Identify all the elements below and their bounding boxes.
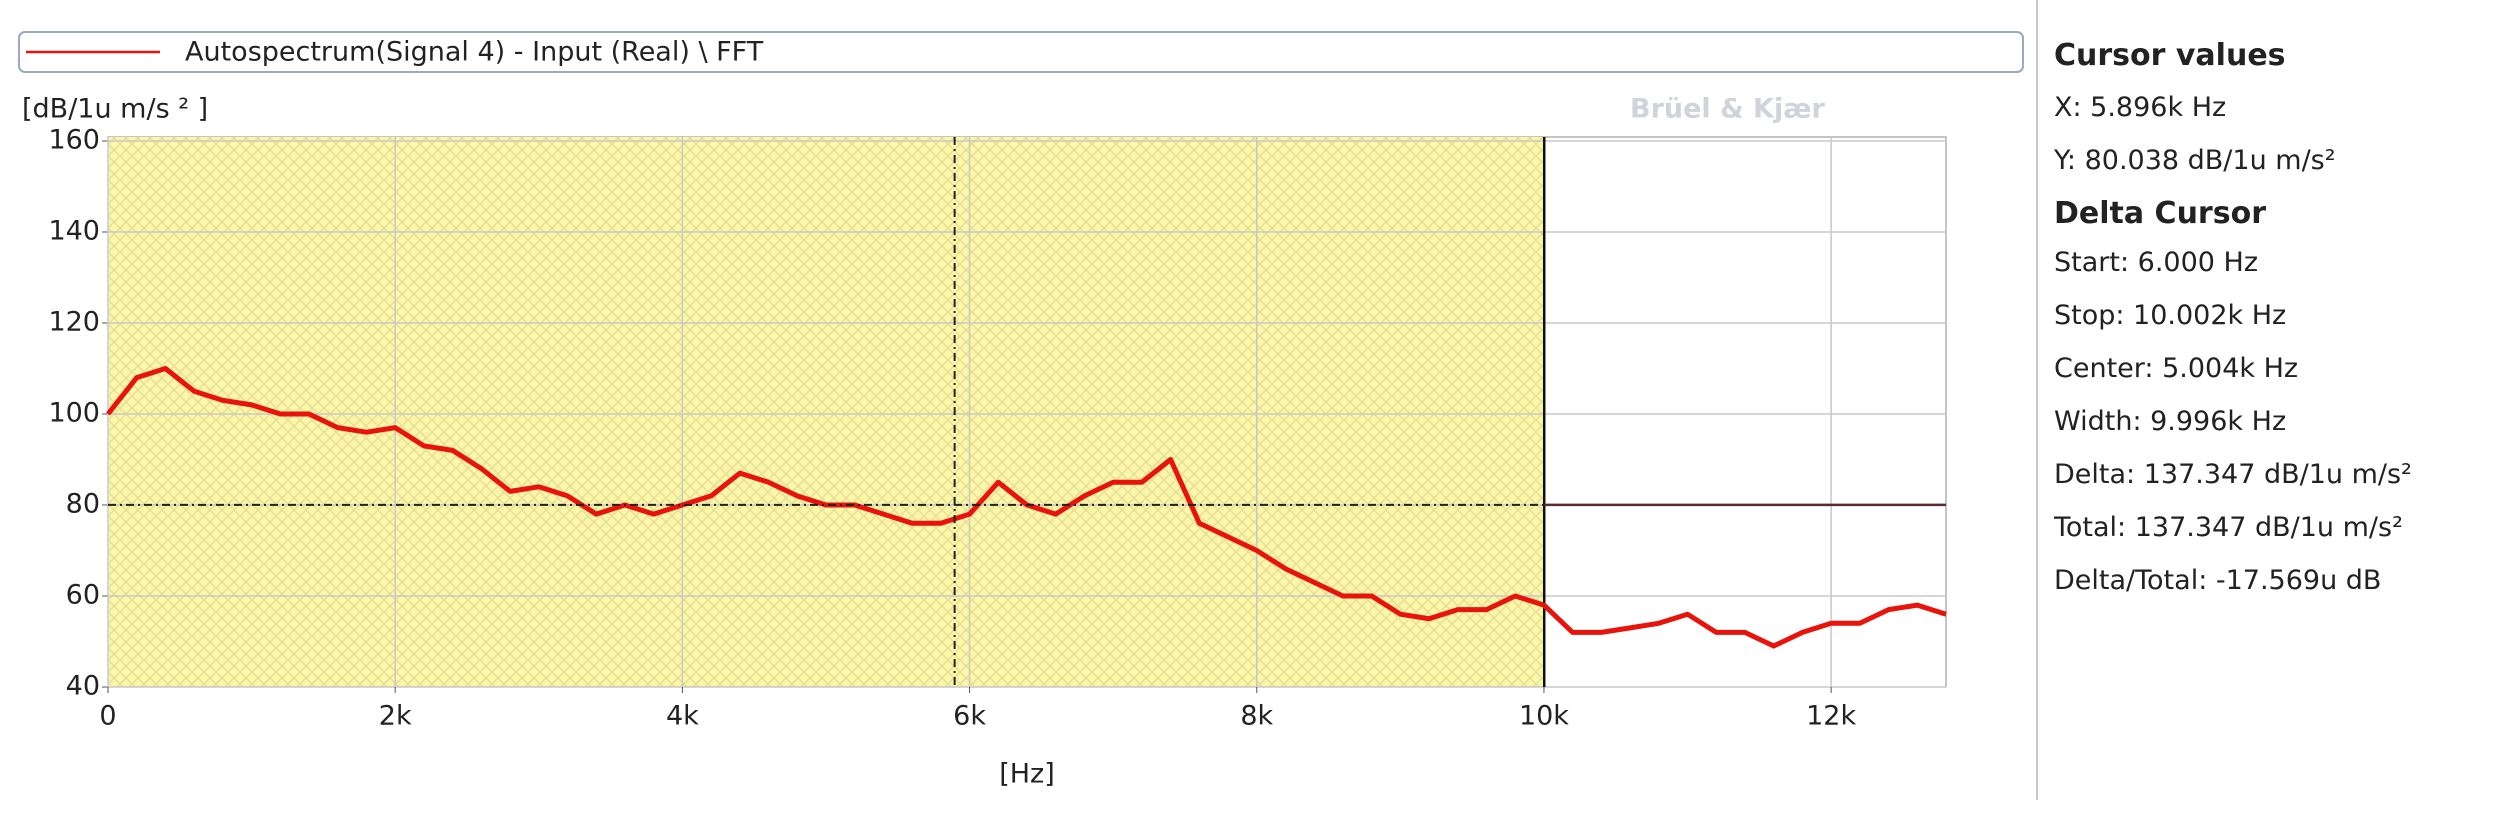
cursor-x: X: 5.896k Hz <box>2054 92 2227 123</box>
y-tick-label: 160 <box>48 125 100 156</box>
delta-title: Delta Cursor <box>2054 196 2266 231</box>
panel-line: Width: 9.996k Hz <box>2054 406 2287 437</box>
y-axis-label: [dB/1u m/s ² ] <box>22 94 208 125</box>
y-tick-label: 40 <box>66 671 100 702</box>
panel-line: Center: 5.004k Hz <box>2054 353 2299 384</box>
x-tick-label: 8k <box>1240 701 1273 732</box>
x-tick-label: 6k <box>953 701 986 732</box>
panel-line: Delta/Total: -17.569u dB <box>2054 565 2382 596</box>
y-tick-label: 120 <box>48 307 100 338</box>
panel-line: Start: 6.000 Hz <box>2054 247 2258 278</box>
cursor-panel: Cursor values X: 5.896k Hz Y: 80.038 dB/… <box>2036 0 2518 800</box>
y-tick-label: 60 <box>66 580 100 611</box>
x-tick-label: 10k <box>1519 701 1569 732</box>
chart: [Hz] [dB/1u m/s ² ] Brüel & Kjær 40 60 80 1… <box>18 31 2024 790</box>
panel-title: Cursor values <box>2054 38 2286 73</box>
panel-line: Total: 137.347 dB/1u m/s² <box>2054 512 2403 543</box>
x-axis-label: [Hz] <box>999 759 1055 790</box>
y-tick-label: 140 <box>48 216 100 247</box>
legend-label: Autospectrum(Signal 4) - Input (Real) \ … <box>185 37 764 68</box>
x-tick-label: 4k <box>666 701 699 732</box>
y-tick-label: 100 <box>48 398 100 429</box>
x-tick-label: 12k <box>1806 701 1856 732</box>
panel-line: Stop: 10.002k Hz <box>2054 300 2287 331</box>
watermark: Brüel & Kjær <box>1630 94 1825 125</box>
x-tick-label: 2k <box>379 701 412 732</box>
cursor-y: Y: 80.038 dB/1u m/s² <box>2054 145 2336 176</box>
legend-box <box>18 31 2024 73</box>
delta-cursor-region <box>108 137 1545 687</box>
panel-line: Delta: 137.347 dB/1u m/s² <box>2054 459 2412 490</box>
y-tick-label: 80 <box>66 489 100 520</box>
x-tick-label: 0 <box>99 701 116 732</box>
